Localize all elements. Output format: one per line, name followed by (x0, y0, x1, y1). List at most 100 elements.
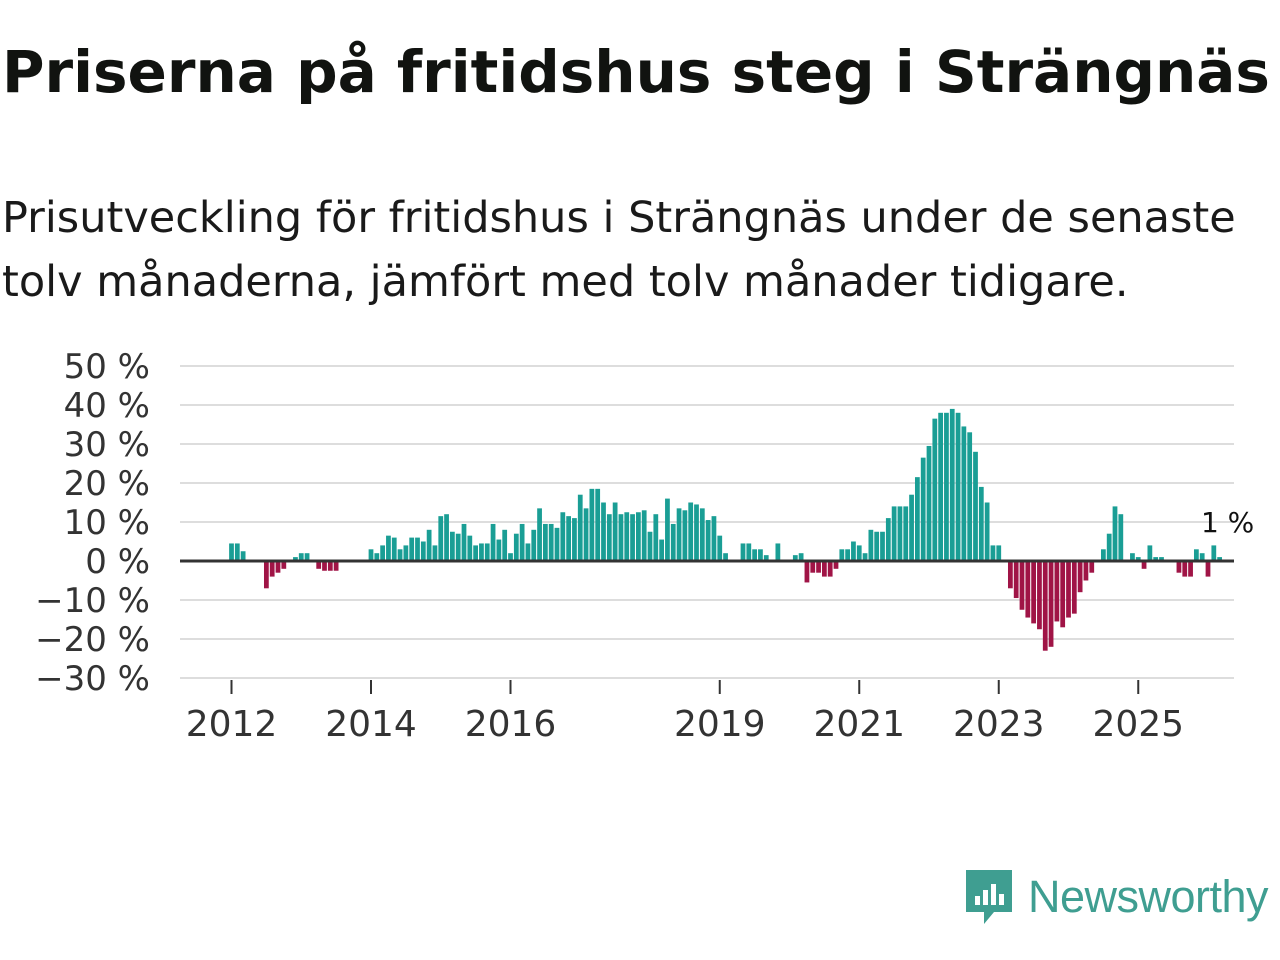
bar (583, 508, 589, 561)
bar (589, 488, 595, 561)
bar (653, 514, 659, 561)
bar (630, 514, 635, 561)
y-tick-label: −20 % (35, 620, 150, 660)
bar (403, 545, 409, 561)
bar (1153, 557, 1159, 561)
bar (1188, 561, 1193, 577)
bar (851, 541, 856, 561)
bar (845, 549, 851, 561)
bar (432, 545, 438, 561)
bar (380, 545, 386, 561)
bar (665, 498, 670, 561)
bar (903, 506, 909, 561)
y-tick-label: 30 % (64, 425, 150, 465)
bar (304, 553, 310, 561)
bar (694, 504, 699, 561)
bar (1054, 561, 1060, 622)
bar (624, 512, 630, 561)
bar (827, 561, 833, 577)
newsworthy-logo[interactable]: Newsworthy (962, 862, 1269, 932)
bar (391, 537, 397, 561)
bar (816, 561, 821, 573)
bar (746, 543, 752, 561)
bar (1205, 561, 1211, 577)
bar (711, 516, 717, 561)
bar (897, 506, 903, 561)
bar (508, 553, 513, 561)
bar (763, 555, 769, 561)
bar (601, 502, 606, 561)
bar (426, 529, 432, 561)
bar (1007, 561, 1013, 589)
bar (688, 502, 694, 561)
bar (449, 531, 455, 561)
bar (595, 488, 601, 561)
bar (322, 561, 327, 571)
bar (1019, 561, 1025, 610)
bar (932, 418, 938, 561)
bar (1037, 561, 1042, 630)
bar (1130, 553, 1135, 561)
bar (758, 549, 763, 561)
bar (885, 518, 891, 561)
bar (978, 486, 984, 561)
bar (333, 561, 339, 571)
bar (560, 512, 566, 561)
bar (1135, 557, 1141, 561)
bar (263, 561, 269, 589)
latest-value-label: 1 % (1201, 506, 1254, 539)
bar (1141, 561, 1147, 569)
bar (1199, 553, 1205, 561)
bar (281, 561, 287, 569)
bar (914, 477, 920, 561)
y-axis-tick-labels: 50 %40 %30 %20 %10 %0 %−10 %−20 %−30 % (35, 347, 150, 699)
bar (397, 549, 403, 561)
bar (496, 539, 502, 561)
bar (705, 520, 711, 561)
bar (548, 523, 554, 561)
bar (502, 529, 508, 561)
bar (386, 535, 391, 561)
x-tick-label: 2025 (1092, 704, 1184, 745)
bar (1089, 561, 1095, 573)
bar (1013, 561, 1019, 599)
x-tick-label: 2014 (325, 704, 417, 745)
bar (1217, 557, 1223, 561)
bar (868, 529, 874, 561)
bar (438, 516, 444, 561)
bar (682, 510, 688, 561)
price-change-bar-chart: 50 %40 %30 %20 %10 %0 %−10 %−20 %−30 % 2… (35, 347, 1254, 745)
bar (537, 508, 542, 561)
y-tick-label: −30 % (35, 659, 150, 699)
bar (810, 561, 816, 573)
bar (275, 561, 281, 573)
brand-name: Newsworthy (1028, 871, 1269, 922)
y-tick-label: 0 % (85, 542, 150, 582)
bar (1048, 561, 1054, 647)
bar (880, 531, 885, 561)
bar (1112, 506, 1118, 561)
bar (798, 553, 804, 561)
bar (717, 535, 723, 561)
bar (990, 545, 996, 561)
bar (874, 531, 880, 561)
bar (1211, 545, 1217, 561)
bar (572, 518, 577, 561)
bar (577, 494, 583, 561)
bar (566, 516, 572, 561)
bar (293, 557, 298, 561)
bar (792, 555, 798, 561)
bar (967, 432, 973, 561)
bar (525, 543, 531, 561)
bar (1042, 561, 1048, 651)
bar (670, 523, 676, 561)
bar (1100, 549, 1106, 561)
bar (490, 523, 496, 561)
bar (455, 533, 461, 561)
bar (269, 561, 275, 577)
bar (612, 502, 618, 561)
bar (374, 553, 380, 561)
chart-subtitle: Prisutveckling för fritidshus i Strängnä… (2, 193, 1236, 307)
bar (821, 561, 827, 577)
newsworthy-logo-icon (966, 870, 1012, 924)
